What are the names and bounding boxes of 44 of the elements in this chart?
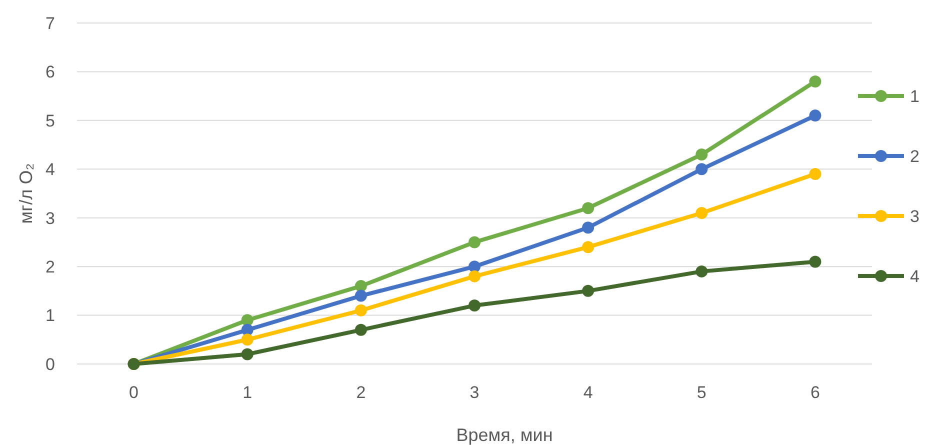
point <box>468 270 480 282</box>
x-tick-label: 6 <box>810 383 820 402</box>
point <box>809 110 822 122</box>
x-tick-label: 3 <box>470 383 480 402</box>
point <box>468 300 480 312</box>
y-axis-title: мг/л O₂ <box>16 163 36 224</box>
x-tick-label: 1 <box>242 383 252 402</box>
legend-label: 2 <box>910 146 920 166</box>
y-tick-label: 6 <box>46 62 55 82</box>
point <box>354 280 367 292</box>
point <box>354 324 367 336</box>
y-tick-label: 2 <box>46 258 55 277</box>
point <box>809 75 822 88</box>
legend-label: 3 <box>910 206 920 226</box>
legend-label: 1 <box>910 86 920 106</box>
y-tick-label: 5 <box>46 111 55 130</box>
x-axis-title: Время, мин <box>456 425 553 445</box>
point <box>582 241 594 254</box>
y-tick-label: 4 <box>46 160 55 180</box>
x-tick-label: 0 <box>129 383 139 402</box>
y-tick-label: 7 <box>46 14 55 33</box>
point <box>241 314 254 326</box>
y-tick-label: 0 <box>46 354 55 374</box>
x-tick-label: 5 <box>696 383 706 402</box>
point <box>582 222 594 234</box>
point <box>241 334 254 346</box>
point <box>468 236 480 248</box>
x-tick-label: 2 <box>356 383 366 402</box>
y-tick-label: 1 <box>46 306 55 326</box>
y-tick-label: 3 <box>46 208 55 228</box>
point <box>809 256 822 268</box>
point <box>468 260 480 273</box>
point <box>582 202 594 214</box>
point <box>696 148 708 161</box>
x-tick-label: 4 <box>583 383 593 402</box>
point <box>582 284 594 297</box>
point <box>241 348 254 360</box>
point <box>696 163 708 176</box>
point <box>809 168 822 180</box>
legend-label: 4 <box>910 266 920 286</box>
point <box>354 304 367 316</box>
point <box>354 290 367 302</box>
point <box>696 206 708 219</box>
point <box>696 265 708 278</box>
